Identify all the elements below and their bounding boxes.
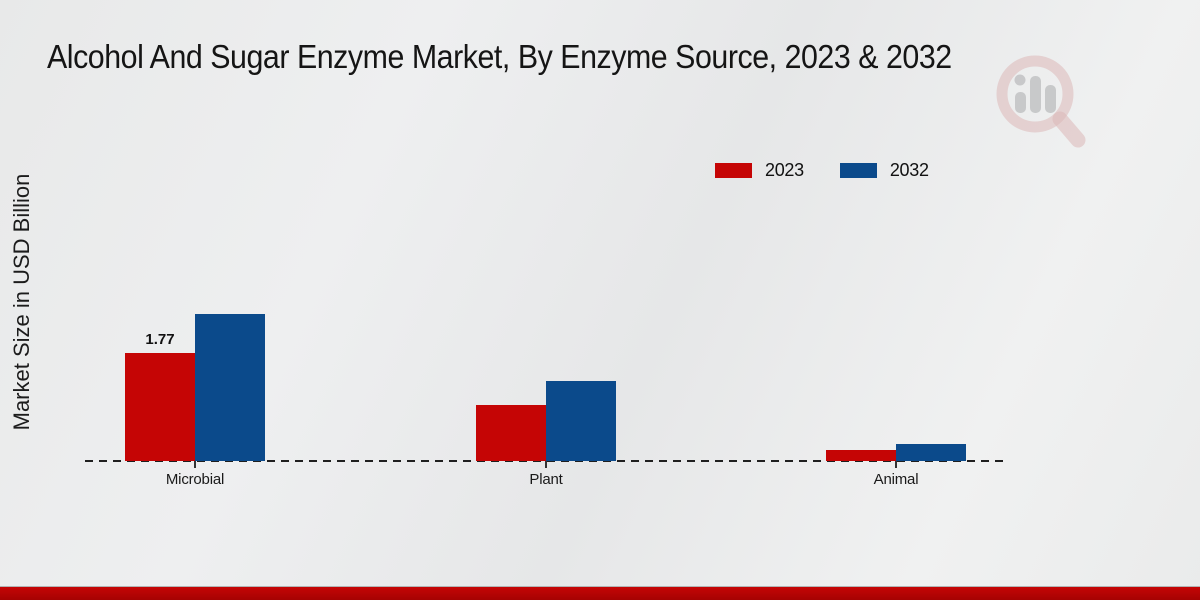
x-tick-animal — [895, 461, 897, 468]
bar-2032-plant — [546, 381, 616, 461]
x-tick-plant — [545, 461, 547, 468]
x-tick-label-animal: Animal — [873, 471, 919, 488]
x-tick-label-microbial: Microbial — [165, 471, 225, 488]
bar-2023-animal — [826, 450, 896, 461]
bar-2032-microbial — [195, 314, 265, 461]
plot-area: 1.77 — [85, 160, 1005, 462]
legend-item-2023: 2023 — [715, 160, 804, 181]
legend-swatch-2023 — [715, 163, 752, 178]
legend: 2023 2032 — [715, 160, 929, 181]
bar-2032-animal — [896, 444, 966, 461]
legend-label-2023: 2023 — [765, 160, 804, 180]
magnifier-bar-chart-logo-icon — [996, 55, 1086, 148]
footer-accent-bar — [0, 586, 1200, 600]
y-axis-label: Market Size in USD Billion — [9, 173, 34, 431]
legend-swatch-2032 — [839, 163, 877, 178]
legend-item-2032: 2032 — [839, 160, 929, 181]
chart-title: Alcohol And Sugar Enzyme Market, By Enzy… — [47, 38, 952, 75]
bar-2023-microbial: 1.77 — [125, 331, 195, 461]
legend-label-2032: 2032 — [889, 160, 929, 180]
x-axis: Microbial Plant Animal — [85, 461, 1005, 501]
x-tick-label-plant: Plant — [529, 471, 563, 488]
bar-2023-plant — [476, 405, 546, 461]
bar-value-label-2023-microbial: 1.77 — [145, 331, 175, 348]
x-tick-microbial — [194, 461, 196, 468]
